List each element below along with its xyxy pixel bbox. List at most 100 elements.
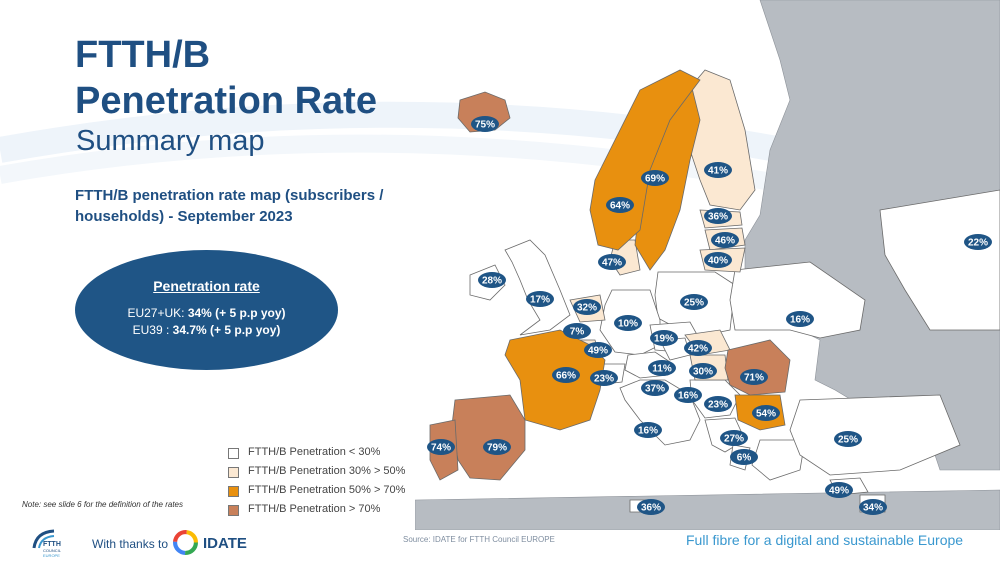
badge-background bbox=[704, 252, 732, 268]
thanks-text: With thanks to bbox=[92, 537, 169, 551]
penetration-summary-box: Penetration rate EU27+UK: 34% (+ 5 p.p y… bbox=[75, 250, 338, 370]
badge-value: 34% bbox=[863, 503, 883, 514]
badge-value: 42% bbox=[688, 344, 708, 355]
badge-croatia: 16% bbox=[674, 387, 702, 403]
badge-estonia: 36% bbox=[704, 208, 732, 224]
badge-background bbox=[689, 363, 717, 379]
page-subtitle: Summary map bbox=[76, 125, 265, 157]
badge-value: 30% bbox=[693, 367, 713, 378]
badge-slovakia: 42% bbox=[684, 340, 712, 356]
badge-italy: 16% bbox=[634, 422, 662, 438]
badge-turkey: 25% bbox=[834, 431, 862, 447]
legend-swatch bbox=[228, 486, 239, 497]
badge-ireland: 28% bbox=[478, 272, 506, 288]
badge-value: 49% bbox=[829, 486, 849, 497]
badge-belarus: 16% bbox=[786, 311, 814, 327]
badge-value: 7% bbox=[570, 327, 585, 338]
idate-logo-icon bbox=[173, 530, 198, 555]
badge-value: 25% bbox=[838, 435, 858, 446]
badge-denmark: 47% bbox=[598, 254, 626, 270]
badge-north-macedonia: 27% bbox=[720, 430, 748, 446]
badge-value: 40% bbox=[708, 256, 728, 267]
badge-background bbox=[606, 197, 634, 213]
badge-background bbox=[674, 387, 702, 403]
badge-poland: 25% bbox=[680, 294, 708, 310]
badge-serbia: 23% bbox=[704, 396, 732, 412]
countries-above-70 bbox=[429, 91, 791, 481]
summary-eu27: EU27+UK: 34% (+ 5 p.p yoy) bbox=[75, 306, 338, 320]
badge-background bbox=[711, 232, 739, 248]
badge-background bbox=[634, 422, 662, 438]
badge-value: 36% bbox=[708, 212, 728, 223]
badge-background bbox=[786, 311, 814, 327]
badge-united-kingdom: 17% bbox=[526, 291, 554, 307]
badge-value: 46% bbox=[715, 236, 735, 247]
badge-sweden: 69% bbox=[641, 170, 669, 186]
badge-background bbox=[427, 439, 455, 455]
badge-value: 17% bbox=[530, 295, 550, 306]
summary-eu39: EU39 : 34.7% (+ 5 p.p yoy) bbox=[75, 323, 338, 337]
badge-background bbox=[471, 116, 499, 132]
europe-map: 75% 41% 69% 64% 36% 46% 40% 47% 22% 28% 17% 32% 25% 1… bbox=[415, 0, 1000, 530]
badge-latvia: 46% bbox=[711, 232, 739, 248]
non-covered-land bbox=[415, 0, 1000, 530]
badge-bulgaria: 54% bbox=[752, 405, 780, 421]
badge-value: 66% bbox=[556, 371, 576, 382]
badge-value: 19% bbox=[654, 334, 674, 345]
badge-background bbox=[526, 291, 554, 307]
badge-background bbox=[478, 272, 506, 288]
badge-background bbox=[641, 380, 669, 396]
badge-value: 32% bbox=[577, 303, 597, 314]
badge-value: 49% bbox=[588, 346, 608, 357]
legend-label: FTTH/B Penetration 50% > 70% bbox=[248, 484, 406, 496]
badge-value: 25% bbox=[684, 298, 704, 309]
badge-value: 71% bbox=[744, 373, 764, 384]
badge-value: 47% bbox=[602, 258, 622, 269]
badge-background bbox=[563, 323, 591, 339]
map-heading: FTTH/B penetration rate map (subscribers… bbox=[75, 187, 384, 225]
badge-background bbox=[584, 342, 612, 358]
badge-value: 28% bbox=[482, 276, 502, 287]
badge-background bbox=[590, 370, 618, 386]
badge-value: 74% bbox=[431, 443, 451, 454]
tagline: Full fibre for a digital and sustainable… bbox=[686, 532, 964, 548]
penetration-badges: 75% 41% 69% 64% 36% 46% 40% 47% 22% 28% 17% 32% 25% 1… bbox=[427, 116, 992, 515]
badge-background bbox=[720, 430, 748, 446]
summary-eu27-label: EU27+UK: bbox=[127, 306, 188, 320]
definition-note: Note: see slide 6 for the definition of … bbox=[22, 500, 183, 509]
badge-albania: 6% bbox=[730, 449, 758, 465]
badge-background bbox=[641, 170, 669, 186]
badge-background bbox=[648, 360, 676, 376]
summary-eu39-label: EU39 : bbox=[132, 323, 173, 337]
svg-text:FTTH: FTTH bbox=[43, 541, 61, 548]
page-title-line1: FTTH/B bbox=[75, 34, 211, 76]
badge-background bbox=[614, 315, 642, 331]
svg-text:EUROPE: EUROPE bbox=[43, 553, 60, 558]
badge-value: 16% bbox=[678, 391, 698, 402]
badge-russia: 22% bbox=[964, 234, 992, 250]
badge-background bbox=[740, 369, 768, 385]
ftth-council-logo: FTTH COUNCIL EUROPE bbox=[32, 529, 62, 558]
badge-romania: 71% bbox=[740, 369, 768, 385]
badge-background bbox=[834, 431, 862, 447]
badge-background bbox=[825, 482, 853, 498]
badge-iceland: 75% bbox=[471, 116, 499, 132]
badge-value: 41% bbox=[708, 166, 728, 177]
badge-portugal: 74% bbox=[427, 439, 455, 455]
badge-malta: 36% bbox=[637, 499, 665, 515]
badge-value: 10% bbox=[618, 319, 638, 330]
badge-austria: 11% bbox=[648, 360, 676, 376]
badge-norway: 64% bbox=[606, 197, 634, 213]
badge-background bbox=[650, 330, 678, 346]
badge-netherlands: 32% bbox=[573, 299, 601, 315]
badge-background bbox=[752, 405, 780, 421]
badge-france: 66% bbox=[552, 367, 580, 383]
summary-eu39-value: 34.7% (+ 5 p.p yoy) bbox=[172, 323, 281, 337]
badge-background bbox=[704, 396, 732, 412]
badge-lithuania: 40% bbox=[704, 252, 732, 268]
badge-switzerland: 23% bbox=[590, 370, 618, 386]
legend-label: FTTH/B Penetration < 30% bbox=[248, 446, 381, 458]
badge-background bbox=[859, 499, 887, 515]
badge-value: 23% bbox=[594, 374, 614, 385]
